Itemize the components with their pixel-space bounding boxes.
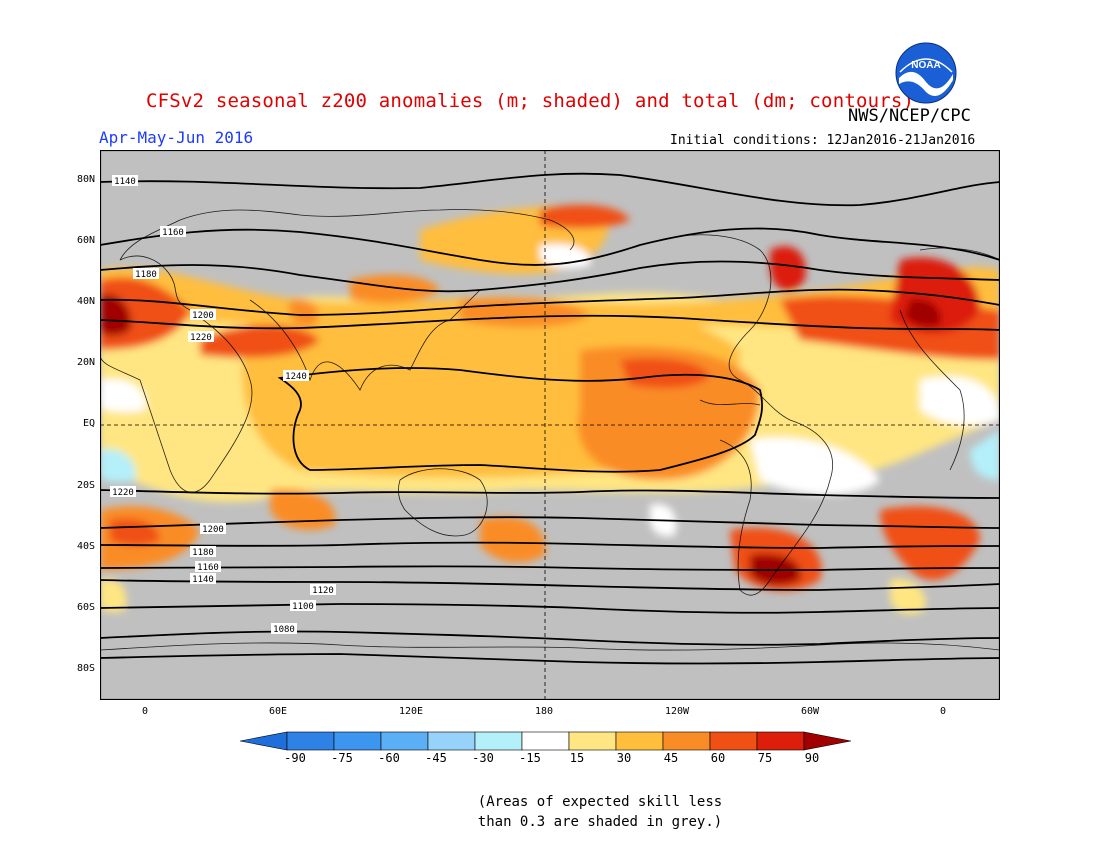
contour-label: 1180: [190, 546, 216, 558]
colorbar-label: -60: [378, 751, 400, 765]
lat-label-40n: 40N: [76, 296, 95, 307]
noaa-logo-icon: NOAA: [895, 42, 957, 104]
colorbar-right-arrow: [803, 731, 852, 751]
lon-label-120e: 120E: [398, 706, 424, 717]
colorbar-label: 90: [804, 751, 820, 765]
lat-label-20n: 20N: [76, 357, 95, 368]
colorbar-cell: [333, 731, 382, 751]
colorbar-label: 30: [616, 751, 632, 765]
colorbar-cell: [286, 731, 335, 751]
colorbar-label: -45: [425, 751, 447, 765]
svg-text:1200: 1200: [202, 525, 224, 535]
colorbar-cell: [427, 731, 476, 751]
svg-text:1080: 1080: [273, 625, 295, 635]
colorbar-label: -15: [519, 751, 541, 765]
contour-label: 1140: [112, 175, 138, 187]
svg-text:1200: 1200: [192, 311, 214, 321]
svg-text:1220: 1220: [190, 333, 212, 343]
colorbar-cell: [474, 731, 523, 751]
contour-label: 1220: [188, 331, 214, 343]
svg-text:1240: 1240: [285, 372, 307, 382]
colorbar-label: 15: [569, 751, 585, 765]
svg-text:1100: 1100: [292, 602, 314, 612]
colorbar-cell: [568, 731, 617, 751]
lat-label-60n: 60N: [76, 235, 95, 246]
svg-text:1180: 1180: [135, 270, 157, 280]
svg-text:1180: 1180: [192, 548, 214, 558]
colorbar-label: -75: [331, 751, 353, 765]
contour-label: 1140: [190, 573, 216, 585]
contour-label: 1120: [310, 584, 336, 596]
lon-label-60w: 60W: [800, 706, 820, 717]
noaa-logo-text: NOAA: [911, 60, 940, 71]
contour-label: 1200: [200, 523, 226, 535]
colorbar-cell: [615, 731, 664, 751]
colorbar-label: -90: [284, 751, 306, 765]
svg-text:1160: 1160: [162, 228, 184, 238]
colorbar-cell: [756, 731, 805, 751]
lon-label-0-right: 0: [939, 706, 947, 717]
colorbar: [240, 731, 852, 751]
colorbar-cell: [380, 731, 429, 751]
initial-conditions-label: Initial conditions: 12Jan2016-21Jan2016: [670, 133, 976, 148]
colorbar-label: 60: [710, 751, 726, 765]
lon-label-120w: 120W: [664, 706, 690, 717]
svg-text:1140: 1140: [114, 177, 136, 187]
contour-label: 1180: [133, 268, 159, 280]
contour-label: 1160: [160, 226, 186, 238]
chart-title: CFSv2 seasonal z200 anomalies (m; shaded…: [146, 90, 915, 112]
colorbar-label: 75: [757, 751, 773, 765]
colorbar-cell: [709, 731, 758, 751]
colorbar-cell: [662, 731, 711, 751]
svg-text:1160: 1160: [197, 563, 219, 573]
season-label: Apr-May-Jun 2016: [99, 128, 254, 147]
agency-label: NWS/NCEP/CPC: [848, 106, 971, 126]
lat-label-60s: 60S: [76, 602, 95, 613]
contour-lines: [100, 172, 1000, 665]
skill-note: (Areas of expected skill less than 0.3 a…: [477, 794, 723, 830]
continent-outlines: [100, 209, 1000, 651]
svg-text:1220: 1220: [112, 488, 134, 498]
contour-label: 1100: [290, 600, 316, 612]
contour-label: 1200: [190, 309, 216, 321]
lon-label-0: 0: [141, 706, 149, 717]
svg-text:1140: 1140: [192, 575, 214, 585]
colorbar-cell: [521, 731, 570, 751]
lon-label-60e: 60E: [268, 706, 288, 717]
contour-labels: 1140 1160 1180 1200 1220 1240 1220 1200 …: [110, 175, 336, 635]
lat-label-eq: EQ: [82, 418, 95, 429]
map-frame: [100, 150, 1000, 700]
contour-label: 1240: [283, 370, 309, 382]
contour-label: 1080: [271, 623, 297, 635]
contour-label: 1220: [110, 486, 136, 498]
colorbar-left-arrow: [240, 731, 288, 751]
anomaly-map: 1140 1160 1180 1200 1220 1240 1220 1200 …: [100, 150, 1000, 700]
lat-label-40s: 40S: [76, 541, 95, 552]
contour-label: 1160: [195, 561, 221, 573]
svg-text:1120: 1120: [312, 586, 334, 596]
lat-label-20s: 20S: [76, 480, 95, 491]
lat-label-80n: 80N: [76, 174, 95, 185]
lat-label-80s: 80S: [76, 663, 95, 674]
lon-label-180: 180: [534, 706, 554, 717]
colorbar-label: -30: [472, 751, 494, 765]
colorbar-label: 45: [663, 751, 679, 765]
